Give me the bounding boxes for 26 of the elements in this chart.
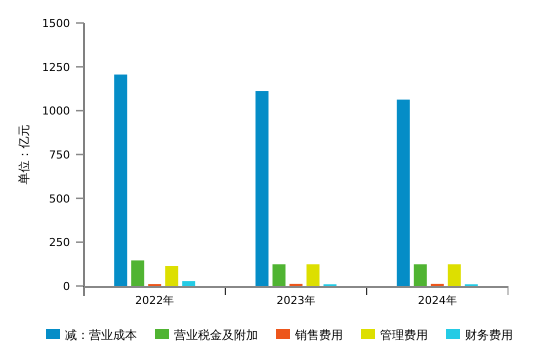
legend-label: 财务费用 — [465, 328, 513, 342]
bar — [306, 264, 320, 286]
legend-label: 营业税金及附加 — [174, 328, 258, 342]
bar — [272, 264, 286, 286]
bar — [396, 100, 410, 286]
bar — [414, 264, 427, 286]
x-tick-label: 2023年 — [276, 294, 316, 307]
legend-label: 销售费用 — [294, 328, 343, 342]
legend-label: 管理费用 — [380, 328, 428, 342]
bar — [165, 266, 178, 286]
x-tick-label: 2024年 — [418, 294, 457, 307]
bar — [182, 281, 196, 286]
y-tick-label: 750 — [49, 148, 70, 162]
y-tick-label: 500 — [49, 192, 70, 206]
bar — [448, 264, 461, 286]
bar — [114, 74, 128, 286]
y-tick-label: 1500 — [42, 17, 70, 30]
y-axis-title: 单位：亿元 — [17, 124, 31, 184]
y-tick-label: 0 — [63, 280, 70, 293]
y-tick-label: 250 — [49, 236, 70, 250]
y-tick-label: 1000 — [42, 104, 70, 118]
bar — [131, 260, 144, 286]
legend-label: 减：营业成本 — [65, 328, 137, 342]
y-tick-label: 1250 — [42, 60, 70, 74]
bar — [256, 91, 268, 286]
x-tick-label: 2022年 — [135, 294, 174, 307]
